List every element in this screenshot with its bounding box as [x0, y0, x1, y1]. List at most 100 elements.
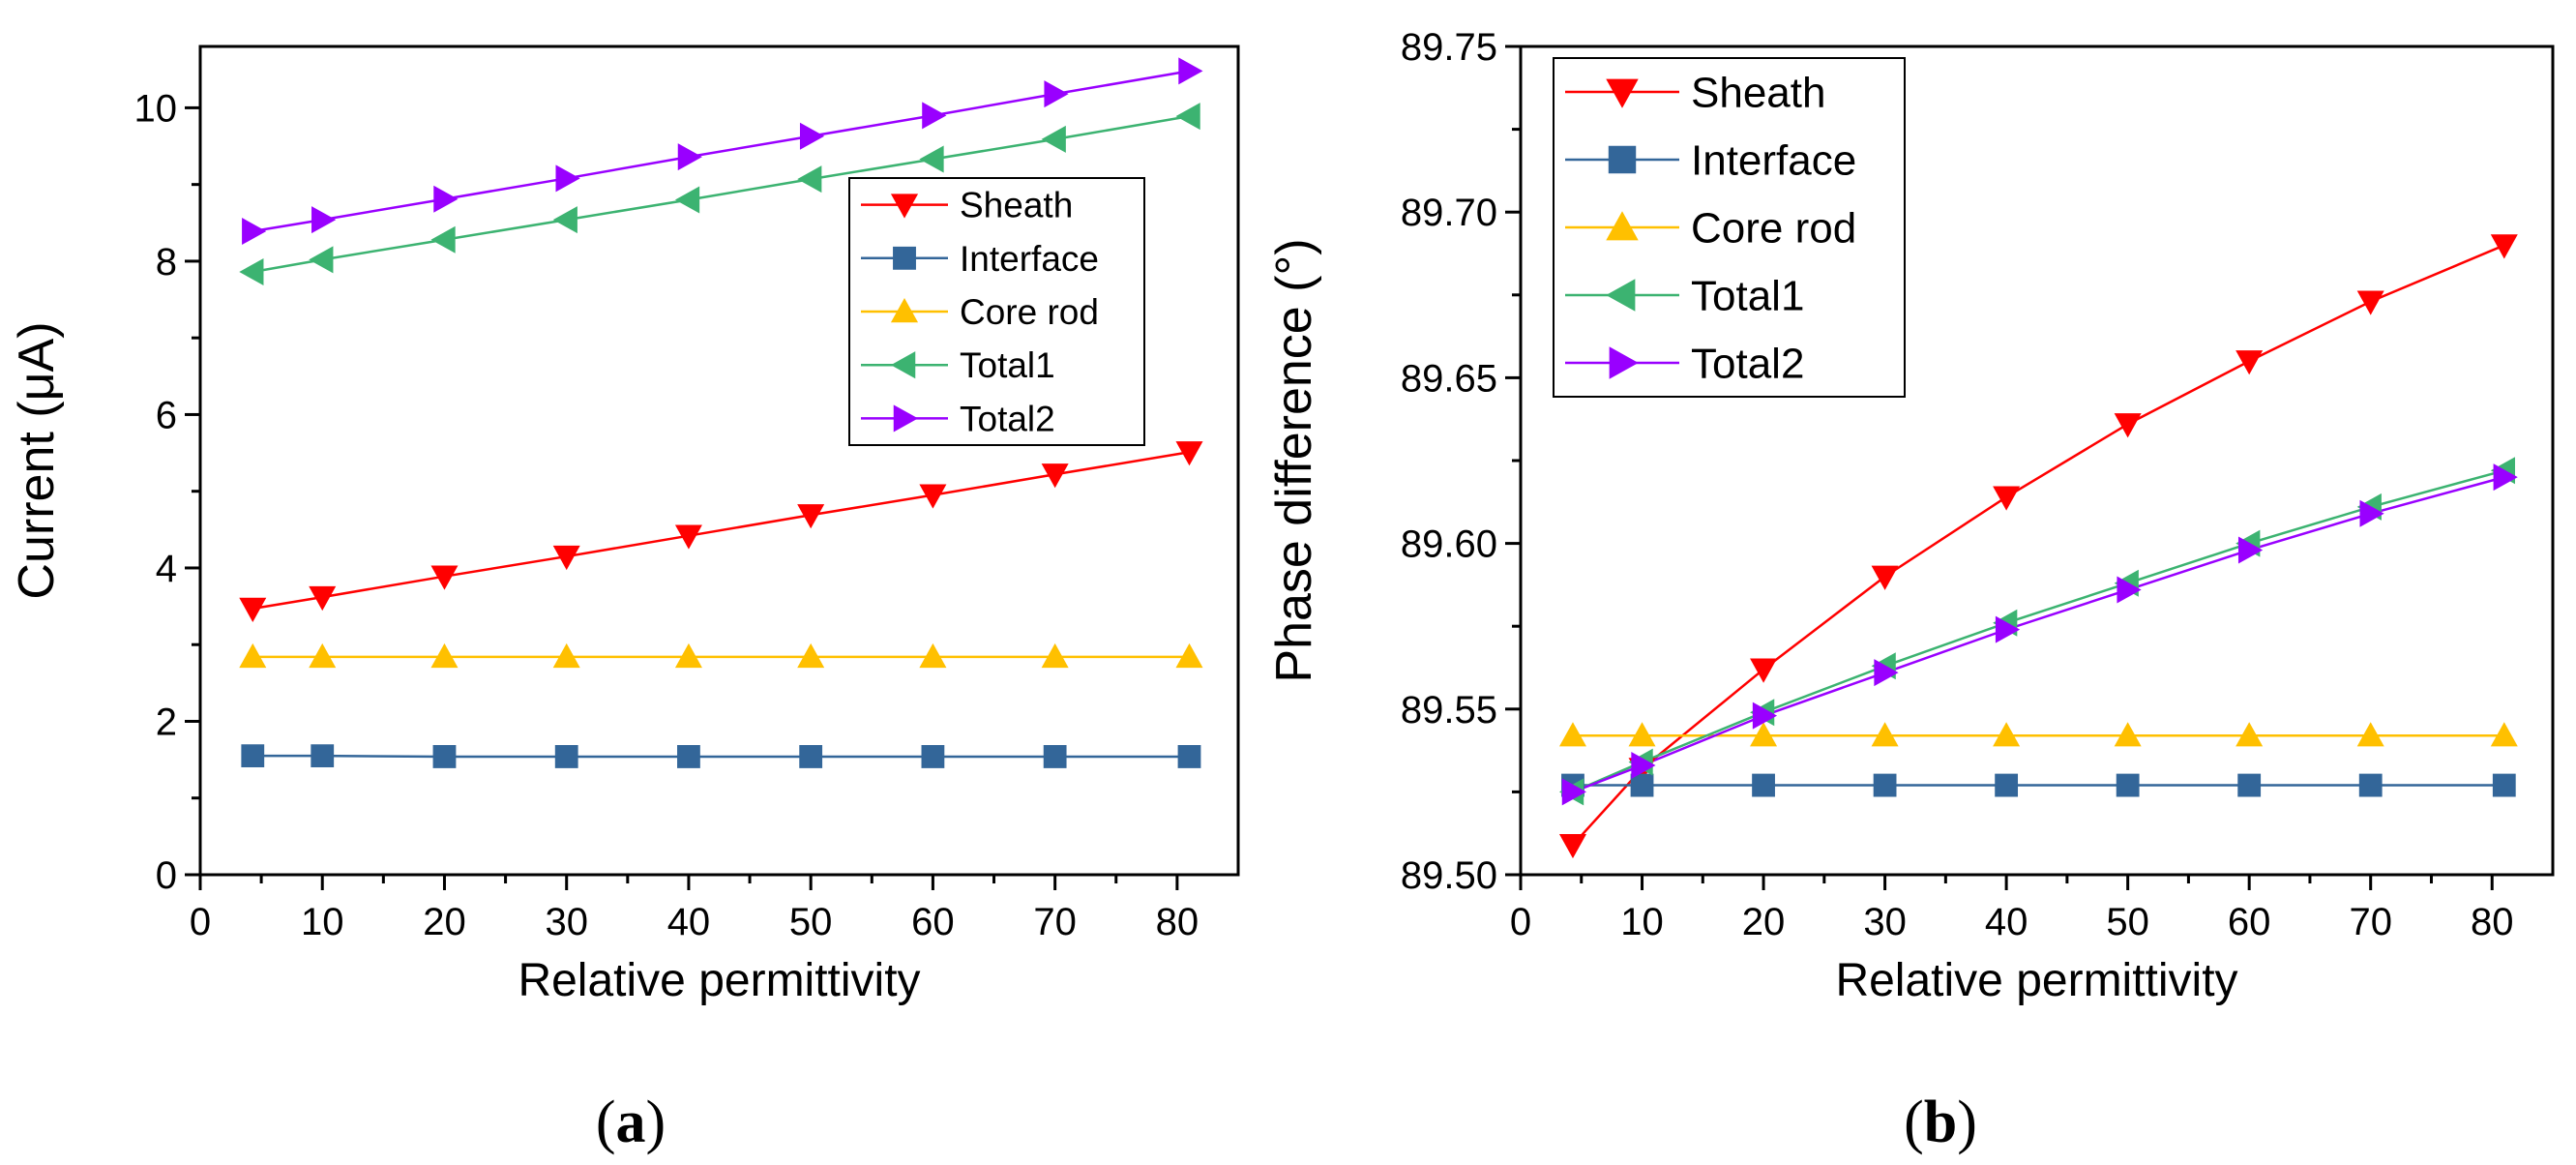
data-point-interface: [1873, 773, 1897, 797]
x-tick-label: 10: [1620, 901, 1664, 943]
y-tick-label: 4: [156, 548, 177, 590]
legend-marker: [890, 351, 916, 379]
y-tick-label: 89.75: [1401, 26, 1497, 69]
legend-marker: [893, 404, 919, 433]
y-tick-label: 2: [156, 701, 177, 743]
data-point-sheath: [2356, 290, 2384, 315]
legend-marker: [1606, 78, 1639, 108]
data-point-total1: [1041, 125, 1066, 153]
data-point-total2: [2237, 536, 2264, 564]
plot-frame: [198, 45, 1240, 877]
legend-label: Total2: [960, 399, 1055, 438]
data-point-interface: [1995, 773, 2019, 797]
panel-label-letter: b: [1924, 1090, 1957, 1155]
data-point-sheath: [674, 524, 702, 550]
data-point-interface: [2237, 773, 2262, 797]
data-point-total2: [2493, 463, 2518, 492]
data-point-interface: [2116, 773, 2140, 797]
data-point-total2: [1874, 659, 1899, 687]
panel-label: (b): [1904, 1090, 1977, 1155]
y-tick-label: 89.70: [1401, 192, 1497, 234]
data-point-core-rod: [1041, 642, 1069, 669]
data-point-sheath: [797, 504, 825, 529]
y-axis-label: Phase difference (°): [1266, 238, 1322, 682]
data-point-core-rod: [430, 642, 459, 669]
panel-label-open: (: [1904, 1090, 1924, 1155]
data-point-interface: [554, 745, 578, 768]
data-point-interface: [432, 745, 457, 768]
legend-box: [848, 177, 1145, 446]
data-point-sheath: [1175, 441, 1203, 466]
data-point-core-rod: [1175, 642, 1203, 669]
y-tick-label: 89.50: [1401, 854, 1497, 897]
legend-label: Core rod: [960, 292, 1099, 332]
data-point-sheath: [2490, 234, 2518, 259]
legend-label: Total1: [1691, 272, 1804, 319]
data-point-interface: [2358, 773, 2383, 797]
data-point-interface: [921, 745, 945, 768]
data-point-total1: [309, 246, 334, 274]
data-point-total2: [2117, 576, 2142, 604]
data-point-interface: [241, 744, 265, 768]
x-tick-label: 80: [2471, 901, 2514, 943]
data-point-total2: [242, 218, 267, 246]
x-tick-label: 80: [1156, 901, 1199, 943]
data-point-sheath: [2114, 413, 2142, 438]
data-point-total2: [1561, 778, 1586, 806]
data-point-sheath: [430, 565, 459, 590]
x-axis-label: Relative permittivity: [518, 955, 920, 1006]
data-point-total2: [311, 206, 337, 234]
x-tick-label: 20: [1742, 901, 1786, 943]
data-point-core-rod: [674, 642, 702, 669]
legend-marker: [1606, 279, 1636, 312]
data-point-total2: [1995, 615, 2021, 643]
data-point-sheath: [1993, 486, 2021, 511]
data-point-total2: [677, 143, 702, 171]
data-point-total1: [919, 145, 944, 173]
data-point-total1: [674, 186, 700, 214]
data-point-core-rod: [1628, 722, 1656, 747]
data-point-core-rod: [239, 642, 267, 669]
data-point-interface: [799, 745, 823, 768]
x-tick-label: 10: [301, 901, 344, 943]
panel-label: (a): [596, 1090, 666, 1155]
data-point-core-rod: [919, 642, 947, 669]
legend-label: Total2: [1691, 340, 1804, 387]
panel-label-close: ): [646, 1090, 666, 1155]
x-tick-label: 50: [789, 901, 833, 943]
legend-marker: [1606, 211, 1639, 241]
y-tick-label: 89.60: [1401, 523, 1497, 566]
x-axis-label: Relative permittivity: [1835, 955, 2237, 1006]
legend-label: Core rod: [1691, 204, 1856, 252]
legend-label: Total1: [960, 345, 1055, 385]
y-tick-label: 6: [156, 394, 177, 436]
data-point-sheath: [309, 585, 337, 612]
data-point-total2: [799, 122, 825, 150]
data-point-interface: [1752, 773, 1775, 797]
data-point-core-rod: [2235, 722, 2264, 747]
data-point-total1: [552, 206, 577, 234]
data-point-total2: [1752, 702, 1778, 730]
y-tick-label: 0: [156, 854, 177, 897]
legend-marker: [890, 297, 919, 323]
data-point-total2: [1044, 80, 1069, 108]
legend: Sheath Interface Core rod Total1 Total2: [1553, 57, 1906, 398]
legend-label: Interface: [1691, 136, 1856, 184]
legend-marker: [893, 246, 916, 270]
data-point-core-rod: [1993, 722, 2021, 747]
data-point-sheath: [2235, 350, 2264, 375]
x-tick-label: 20: [423, 901, 466, 943]
data-point-total2: [922, 102, 947, 130]
data-point-sheath: [239, 597, 267, 622]
data-point-total2: [555, 164, 580, 193]
data-point-total2: [1631, 752, 1656, 780]
data-point-core-rod: [2490, 722, 2518, 747]
legend-marker: [1608, 145, 1637, 174]
chart-panel-a: 0 10 20 30 40 50 60 70 80 0 2 4 6 8 10 Relative permitt…: [9, 45, 1240, 1155]
data-point-sheath: [1871, 565, 1899, 590]
data-point-sheath: [552, 545, 580, 571]
data-point-core-rod: [1750, 722, 1778, 747]
legend-label: Interface: [960, 239, 1099, 279]
data-point-total1: [1175, 103, 1200, 131]
